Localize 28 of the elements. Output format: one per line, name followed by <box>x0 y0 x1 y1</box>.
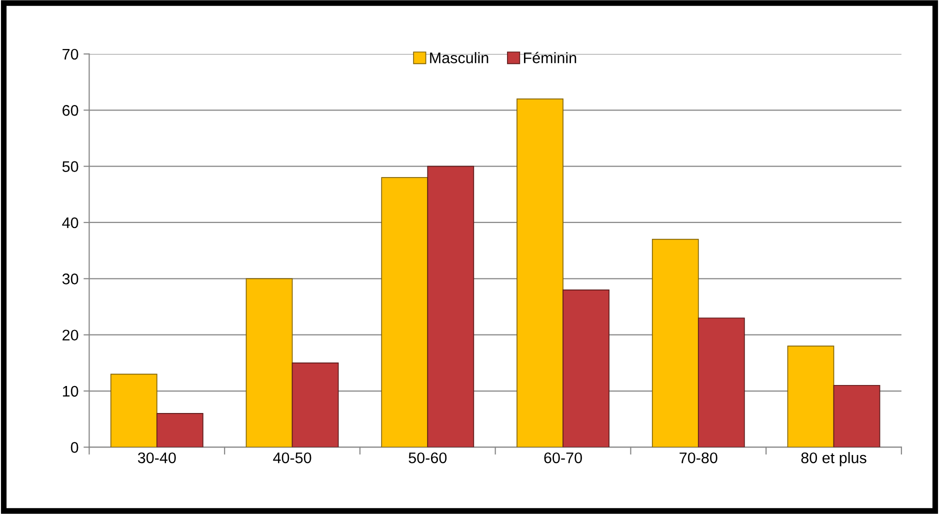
bar <box>652 238 699 448</box>
x-tick-label: 70-80 <box>680 452 718 464</box>
bar <box>427 166 474 448</box>
bar <box>833 384 880 448</box>
legend-label: Féminin <box>524 52 576 64</box>
bar <box>292 362 339 448</box>
y-tick-label: 30 <box>62 274 78 284</box>
y-tick-label: 60 <box>62 105 78 116</box>
y-tick-label: 0 <box>70 442 78 453</box>
x-tick-label: 60-70 <box>544 452 582 464</box>
bar <box>516 98 564 448</box>
bar <box>110 374 158 448</box>
y-tick-label: 50 <box>62 161 78 172</box>
x-tick-label: 40-50 <box>273 452 312 464</box>
legend-label: Masculin <box>430 52 488 64</box>
bar <box>381 177 428 448</box>
y-tick-label: 70 <box>62 48 78 60</box>
y-tick-label: 10 <box>62 386 78 397</box>
bar <box>156 413 204 448</box>
x-tick-label: 50-60 <box>408 452 447 464</box>
bar <box>787 346 834 448</box>
x-tick-label: 80 et plus <box>801 452 866 466</box>
bar <box>698 318 745 448</box>
x-tick-label: 30-40 <box>138 452 176 464</box>
y-tick-label: 40 <box>62 217 78 228</box>
bar <box>246 278 293 448</box>
bar <box>562 289 610 448</box>
y-tick-label: 20 <box>62 330 78 341</box>
